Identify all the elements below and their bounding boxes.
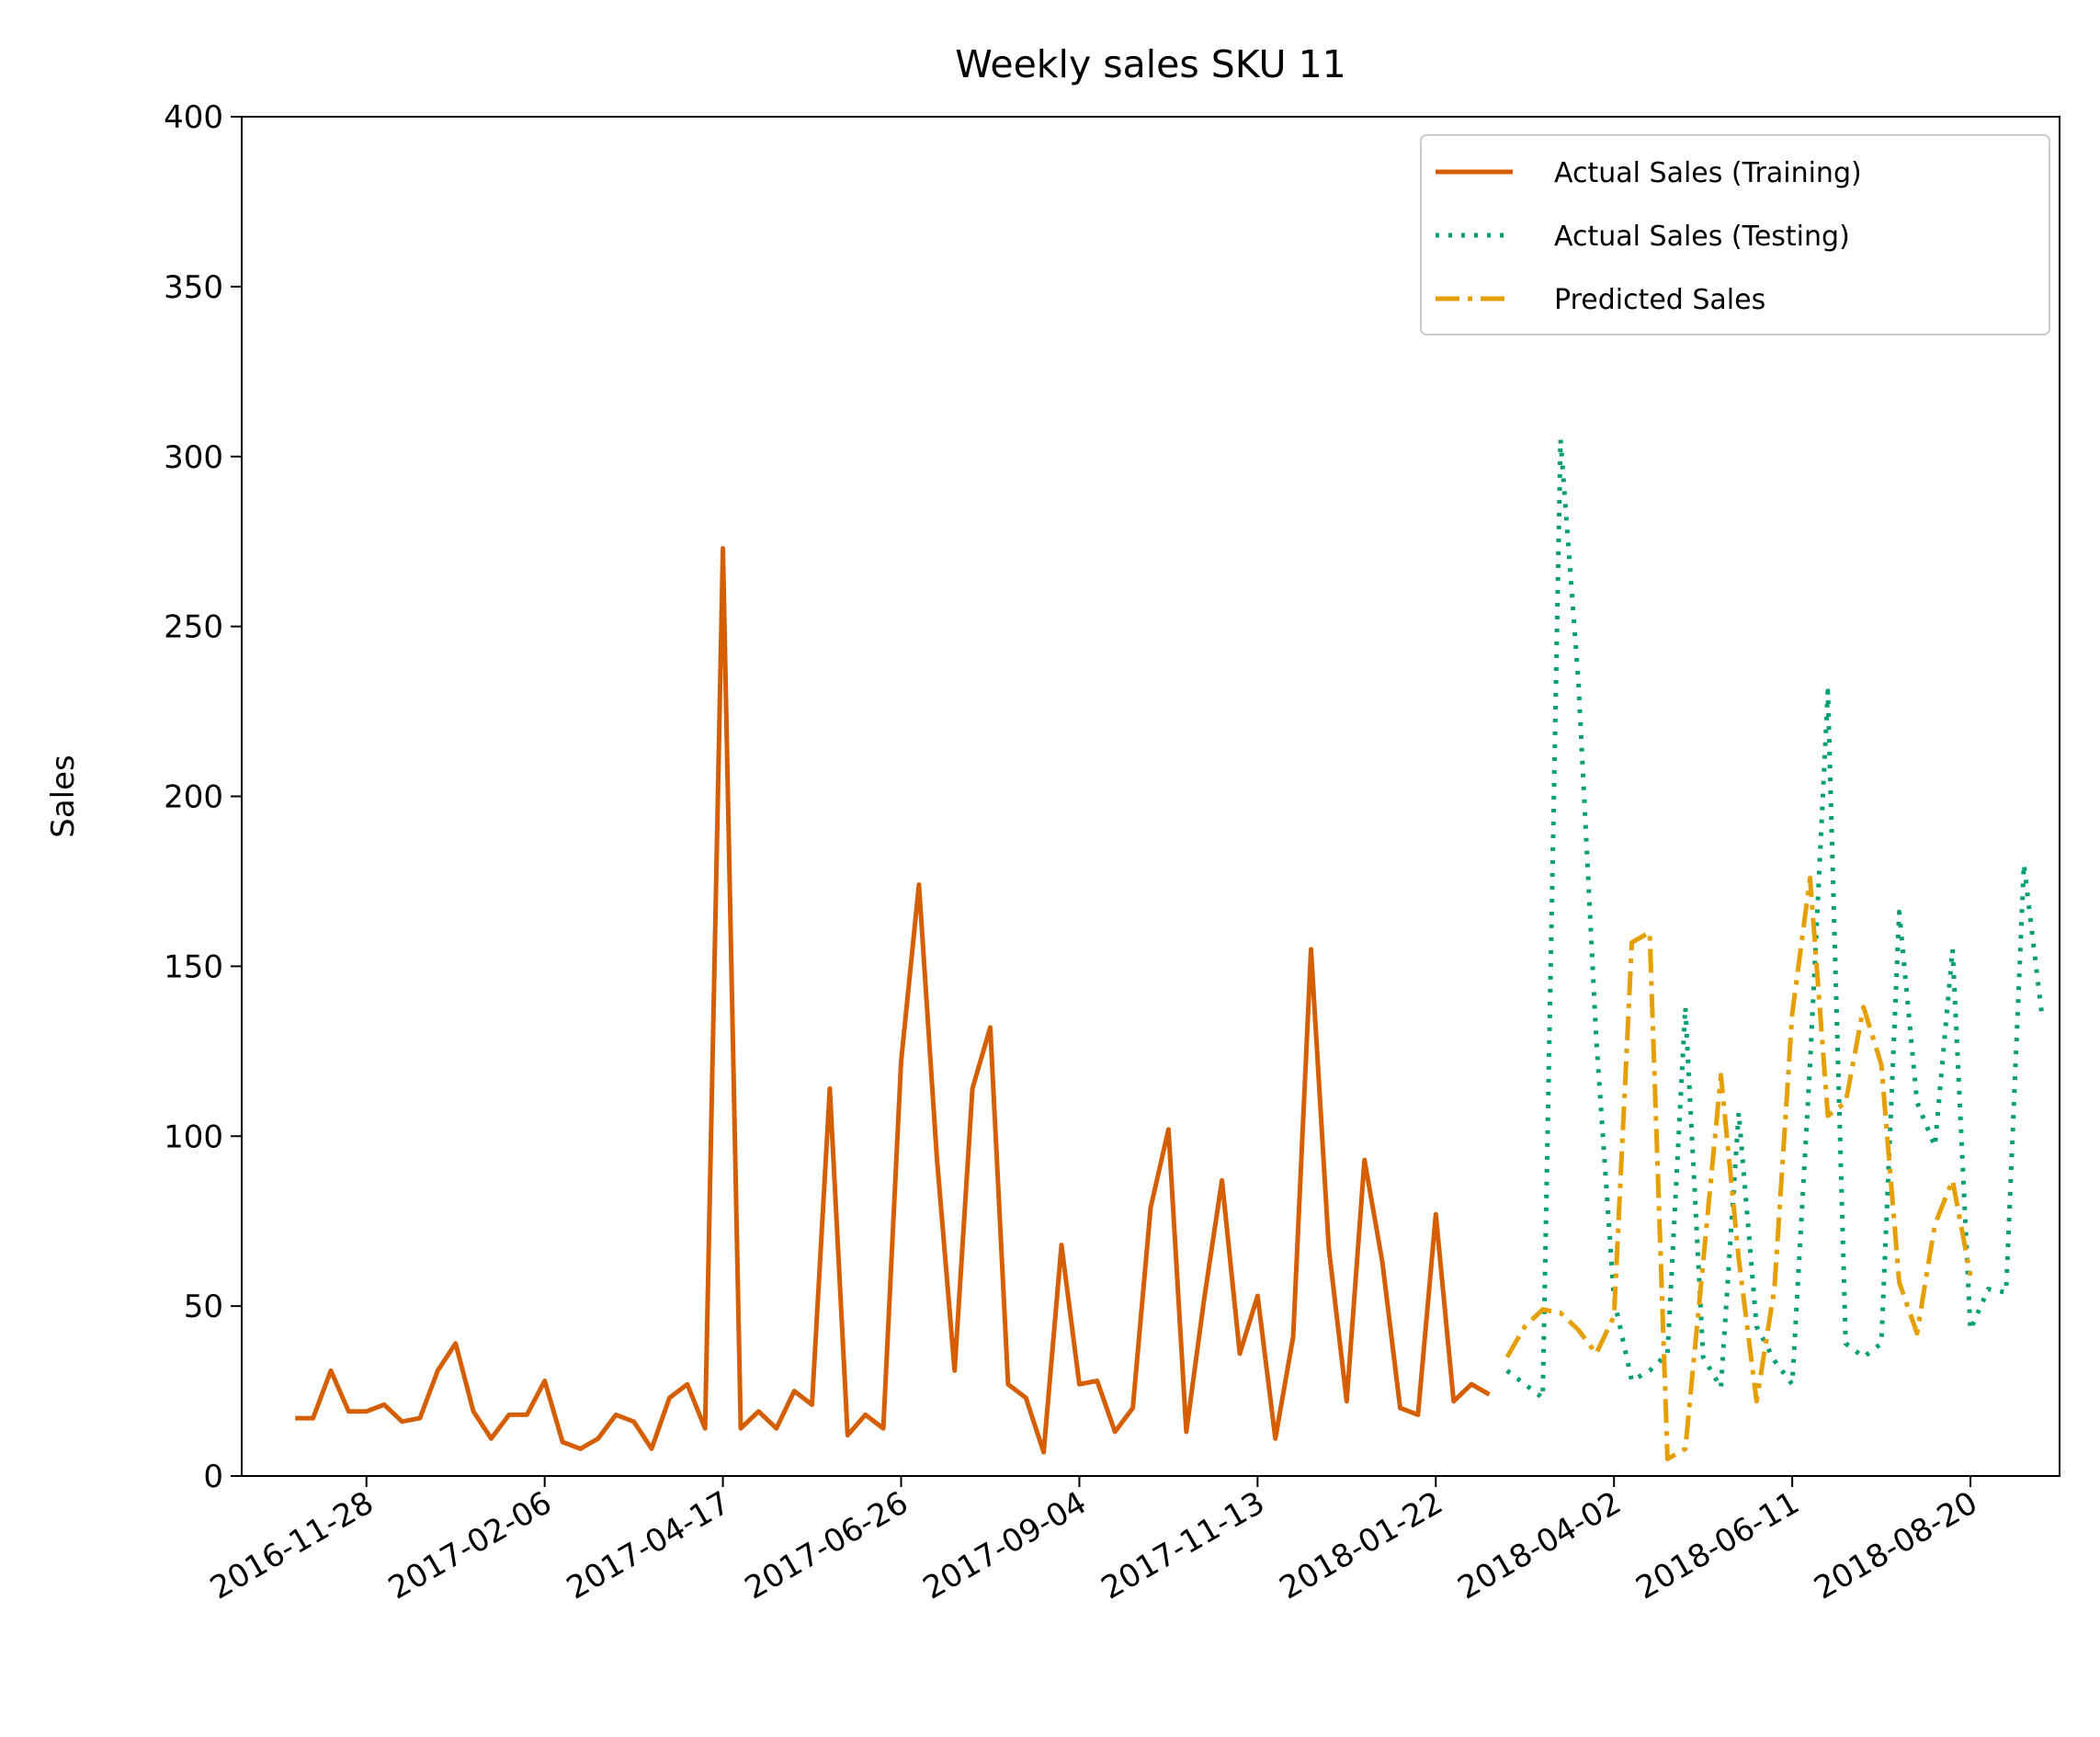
y-tick-label: 100 [164,1118,223,1155]
y-tick-label: 50 [184,1289,223,1325]
series-layer [295,437,2045,1461]
y-axis: 0 50 100 150 200 250 300 350 400 [164,99,242,1495]
y-axis-title: Sales [45,755,82,838]
y-tick-label: 0 [203,1459,223,1495]
series-line-2 [1505,437,2045,1401]
legend-label-3: Predicted Sales [1554,284,1765,316]
legend: Actual Sales (Training) Actual Sales (Tes… [1420,134,2050,335]
y-tick-label: 200 [164,779,223,816]
y-tick-label: 300 [164,439,223,476]
plot-frame [241,116,2060,1477]
chart-title: Weekly sales SKU 11 [955,42,1346,86]
series-line-1 [295,546,1491,1455]
series-line-3 [1504,875,1973,1461]
y-tick-label: 400 [164,99,223,136]
y-tick-label: 250 [164,609,223,646]
legend-label-2: Actual Sales (Testing) [1554,221,1850,253]
y-tick-label: 150 [164,948,223,985]
legend-box [1420,134,2050,335]
y-tick-label: 350 [164,269,223,306]
legend-label-1: Actual Sales (Training) [1554,157,1862,189]
